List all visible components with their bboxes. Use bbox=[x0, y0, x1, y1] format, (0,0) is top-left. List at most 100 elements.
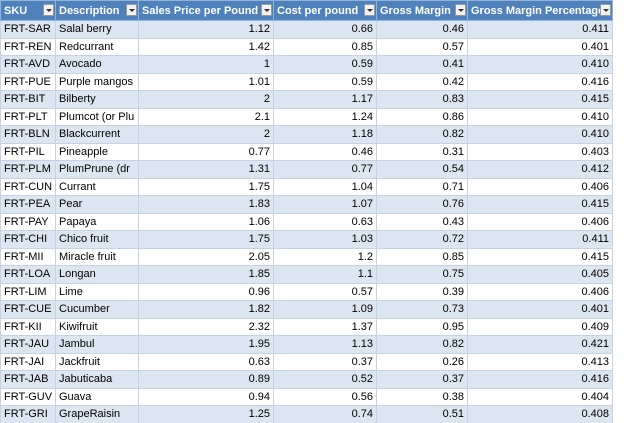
text-cell: FRT-SAR bbox=[0, 20, 56, 39]
text-cell: FRT-JAI bbox=[0, 352, 56, 371]
number-cell: 0.410 bbox=[467, 55, 613, 74]
filter-button[interactable] bbox=[600, 4, 611, 16]
header-row: SKU Description Sales Price per Pound Cost … bbox=[0, 0, 613, 21]
text-cell: FRT-PEA bbox=[0, 195, 56, 214]
header-text: Sales Price per Pound bbox=[142, 4, 259, 17]
table-body: FRT-SAR Salal berry 1.12 0.66 0.46 0.411 FRT-R… bbox=[0, 20, 613, 423]
text-cell: Blackcurrent bbox=[55, 125, 139, 144]
number-cell: 0.86 bbox=[376, 107, 468, 126]
filter-button[interactable] bbox=[126, 4, 137, 16]
table-row: FRT-GRI GrapeRaisin 1.25 0.74 0.51 0.408 bbox=[0, 405, 613, 423]
filter-button[interactable] bbox=[455, 4, 466, 16]
number-cell: 1.07 bbox=[273, 195, 377, 214]
number-cell: 2.1 bbox=[138, 107, 274, 126]
number-cell: 1.1 bbox=[273, 265, 377, 284]
header-cell: Gross Margin bbox=[376, 0, 468, 21]
header-cell: Sales Price per Pound bbox=[138, 0, 274, 21]
table-row: FRT-GUV Guava 0.94 0.56 0.38 0.404 bbox=[0, 387, 613, 406]
number-cell: 0.75 bbox=[376, 265, 468, 284]
number-cell: 0.410 bbox=[467, 125, 613, 144]
text-cell: Purple mangos bbox=[55, 72, 139, 91]
filter-button[interactable] bbox=[261, 4, 272, 16]
text-cell: FRT-CUE bbox=[0, 300, 56, 319]
number-cell: 0.415 bbox=[467, 195, 613, 214]
number-cell: 0.26 bbox=[376, 352, 468, 371]
number-cell: 0.421 bbox=[467, 335, 613, 354]
number-cell: 0.404 bbox=[467, 387, 613, 406]
number-cell: 1.04 bbox=[273, 177, 377, 196]
number-cell: 0.411 bbox=[467, 20, 613, 39]
text-cell: Jambul bbox=[55, 335, 139, 354]
number-cell: 1.12 bbox=[138, 20, 274, 39]
number-cell: 0.51 bbox=[376, 405, 468, 423]
number-cell: 1.75 bbox=[138, 177, 274, 196]
number-cell: 1.82 bbox=[138, 300, 274, 319]
number-cell: 0.31 bbox=[376, 142, 468, 161]
number-cell: 0.46 bbox=[273, 142, 377, 161]
number-cell: 1.37 bbox=[273, 317, 377, 336]
header-cell: Gross Margin Percentage bbox=[467, 0, 613, 21]
number-cell: 0.77 bbox=[273, 160, 377, 179]
text-cell: Guava bbox=[55, 387, 139, 406]
number-cell: 0.56 bbox=[273, 387, 377, 406]
table-row: FRT-PIL Pineapple 0.77 0.46 0.31 0.403 bbox=[0, 142, 613, 161]
number-cell: 0.94 bbox=[138, 387, 274, 406]
text-cell: Plumcot (or Plu bbox=[55, 107, 139, 126]
table-row: FRT-PEA Pear 1.83 1.07 0.76 0.415 bbox=[0, 195, 613, 214]
text-cell: GrapeRaisin bbox=[55, 405, 139, 423]
table-row: FRT-CHI Chico fruit 1.75 1.03 0.72 0.411 bbox=[0, 230, 613, 249]
number-cell: 0.411 bbox=[467, 230, 613, 249]
header-text: Description bbox=[59, 4, 120, 17]
text-cell: Redcurrant bbox=[55, 37, 139, 56]
number-cell: 0.46 bbox=[376, 20, 468, 39]
number-cell: 0.416 bbox=[467, 72, 613, 91]
number-cell: 1.17 bbox=[273, 90, 377, 109]
number-cell: 2.05 bbox=[138, 247, 274, 266]
number-cell: 1 bbox=[138, 55, 274, 74]
number-cell: 1.09 bbox=[273, 300, 377, 319]
number-cell: 0.403 bbox=[467, 142, 613, 161]
number-cell: 0.409 bbox=[467, 317, 613, 336]
text-cell: FRT-GUV bbox=[0, 387, 56, 406]
number-cell: 0.85 bbox=[376, 247, 468, 266]
text-cell: FRT-JAB bbox=[0, 370, 56, 389]
number-cell: 2 bbox=[138, 125, 274, 144]
table-row: FRT-PLT Plumcot (or Plu 2.1 1.24 0.86 0.410 bbox=[0, 107, 613, 126]
text-cell: FRT-REN bbox=[0, 37, 56, 56]
text-cell: Currant bbox=[55, 177, 139, 196]
number-cell: 1.18 bbox=[273, 125, 377, 144]
number-cell: 0.410 bbox=[467, 107, 613, 126]
text-cell: FRT-PUE bbox=[0, 72, 56, 91]
number-cell: 0.59 bbox=[273, 72, 377, 91]
number-cell: 0.72 bbox=[376, 230, 468, 249]
table-row: FRT-JAU Jambul 1.95 1.13 0.82 0.421 bbox=[0, 335, 613, 354]
number-cell: 1.95 bbox=[138, 335, 274, 354]
text-cell: FRT-CUN bbox=[0, 177, 56, 196]
text-cell: FRT-KII bbox=[0, 317, 56, 336]
table-row: FRT-LIM Lime 0.96 0.57 0.39 0.406 bbox=[0, 282, 613, 301]
filter-button[interactable] bbox=[364, 4, 375, 16]
text-cell: Longan bbox=[55, 265, 139, 284]
header-text: Gross Margin bbox=[380, 4, 451, 17]
number-cell: 1.06 bbox=[138, 212, 274, 231]
text-cell: Lime bbox=[55, 282, 139, 301]
number-cell: 0.57 bbox=[376, 37, 468, 56]
table-row: FRT-LOA Longan 1.85 1.1 0.75 0.405 bbox=[0, 265, 613, 284]
number-cell: 0.401 bbox=[467, 37, 613, 56]
number-cell: 0.89 bbox=[138, 370, 274, 389]
number-cell: 1.85 bbox=[138, 265, 274, 284]
table-row: FRT-CUE Cucumber 1.82 1.09 0.73 0.401 bbox=[0, 300, 613, 319]
number-cell: 1.83 bbox=[138, 195, 274, 214]
number-cell: 0.405 bbox=[467, 265, 613, 284]
filter-button[interactable] bbox=[43, 4, 54, 16]
number-cell: 1.01 bbox=[138, 72, 274, 91]
header-cell: Description bbox=[55, 0, 139, 21]
header-text: Cost per pound bbox=[277, 4, 359, 17]
text-cell: Avocado bbox=[55, 55, 139, 74]
text-cell: FRT-PAY bbox=[0, 212, 56, 231]
number-cell: 0.406 bbox=[467, 282, 613, 301]
number-cell: 0.39 bbox=[376, 282, 468, 301]
number-cell: 1.24 bbox=[273, 107, 377, 126]
number-cell: 1.13 bbox=[273, 335, 377, 354]
